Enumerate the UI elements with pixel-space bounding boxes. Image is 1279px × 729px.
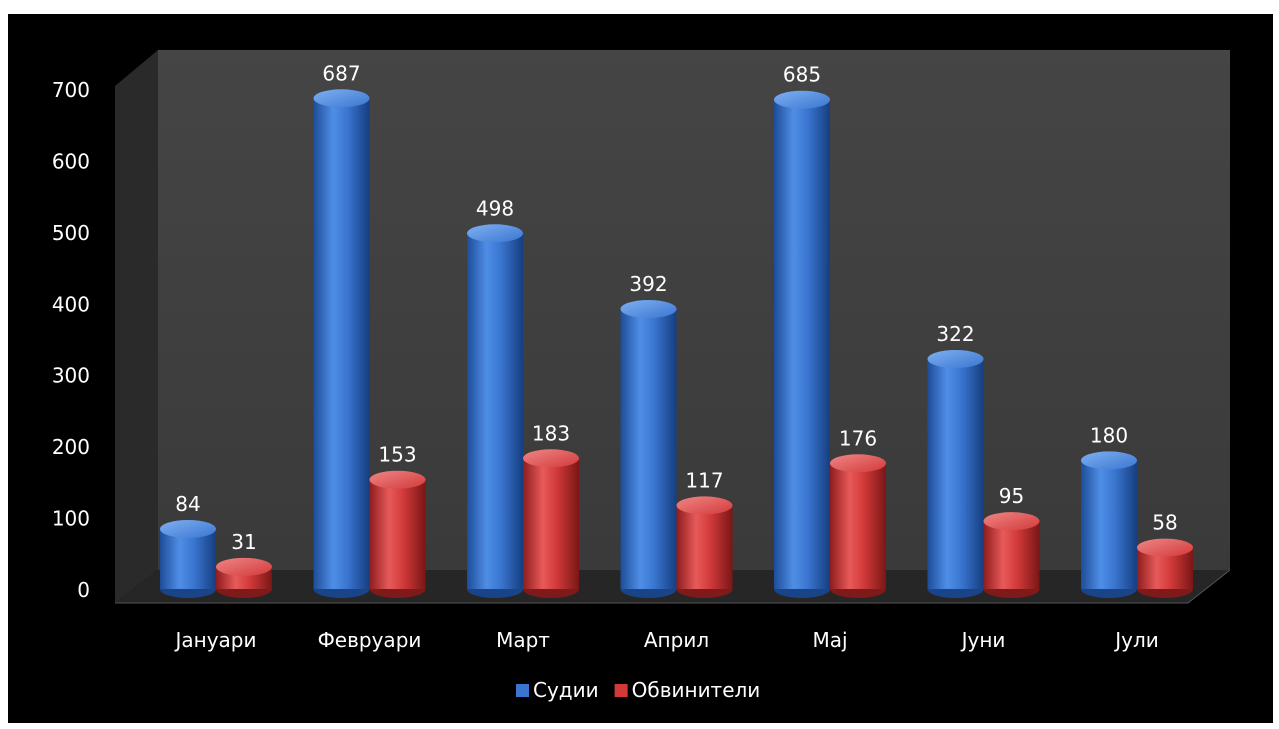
bar-body (983, 521, 1040, 589)
bar-sudii-3: 392 (620, 272, 677, 598)
data-label: 153 (378, 443, 416, 467)
legend-label: Судии (533, 678, 599, 702)
bar-sudii-5: 322 (927, 322, 984, 598)
bar-top (676, 496, 733, 515)
bar-obviniteli-3: 117 (676, 468, 733, 598)
chart-floor-right-edge (1187, 569, 1231, 604)
bar-top (830, 454, 886, 473)
bar-obviniteli-2: 183 (523, 421, 579, 598)
bar-obviniteli-6: 58 (1137, 511, 1193, 598)
x-tick-label: Март (496, 628, 550, 652)
bars: 84 31 687 153 498 183 392 117 685 176 322 95 180 58 (160, 61, 1193, 598)
data-label: 183 (532, 421, 570, 445)
legend-item-1: Обвинители (614, 678, 761, 702)
bar-top (313, 89, 370, 108)
bar-top (620, 300, 677, 318)
bar-body (313, 98, 370, 590)
bar-sudii-0: 84 (160, 492, 216, 598)
bar-top (983, 512, 1040, 531)
y-tick-label: 600 (52, 149, 90, 173)
bar-top (523, 449, 579, 468)
chart-side-wall (115, 50, 158, 603)
bar-top (1081, 451, 1137, 470)
x-tick-label: Февруари (318, 628, 422, 652)
bar-obviniteli-1: 153 (369, 443, 426, 598)
data-label: 322 (936, 322, 974, 346)
legend-label: Обвинители (632, 678, 761, 702)
bar-body (369, 479, 426, 589)
x-tick-label: Јули (1113, 628, 1159, 652)
bar-body (927, 359, 984, 589)
bar-body (620, 309, 677, 589)
y-tick-label: 300 (52, 364, 90, 388)
data-label: 687 (322, 61, 360, 85)
data-label: 685 (783, 63, 821, 87)
legend-item-0: Судии (516, 678, 599, 702)
bar-chart: 0 100 200 300 400 500 600 700 84 31 687 153 498 183 3… (52, 50, 1231, 702)
legend-swatch (614, 684, 628, 697)
y-tick-label: 700 (52, 78, 90, 102)
legend-swatch (516, 684, 529, 697)
bar-sudii-1: 687 (313, 61, 370, 598)
bar-top (1137, 538, 1193, 557)
data-label: 392 (629, 272, 667, 296)
y-tick-label: 200 (52, 435, 90, 459)
y-tick-label: 0 (77, 578, 90, 602)
x-axis: Јануари Февруари Март Април Мај Јуни Јули (173, 628, 1158, 652)
data-label: 95 (999, 484, 1024, 508)
y-tick-label: 100 (52, 507, 90, 531)
bar-top (160, 520, 216, 538)
bar-obviniteli-0: 31 (216, 530, 272, 598)
bar-obviniteli-4: 176 (830, 426, 886, 598)
data-label: 117 (685, 468, 723, 492)
data-label: 31 (231, 530, 256, 554)
bar-body (774, 99, 830, 589)
x-tick-label: Мај (812, 628, 847, 652)
legend: Судии Обвинители (516, 678, 760, 702)
y-axis: 0 100 200 300 400 500 600 700 (52, 78, 90, 602)
bar-sudii-4: 685 (774, 63, 830, 598)
bar-body (676, 505, 733, 589)
bar-body (830, 463, 886, 589)
bar-body (467, 233, 523, 590)
data-label: 58 (1152, 511, 1177, 535)
data-label: 84 (175, 492, 200, 516)
bar-sudii-2: 498 (467, 196, 523, 598)
data-label: 498 (476, 196, 514, 220)
bar-top (216, 557, 272, 576)
bar-top (927, 350, 984, 368)
x-tick-label: Јуни (960, 628, 1006, 652)
y-tick-label: 400 (52, 292, 90, 316)
bar-obviniteli-5: 95 (983, 484, 1040, 598)
x-tick-label: Јануари (173, 628, 256, 652)
bar-body (523, 458, 579, 589)
bar-sudii-6: 180 (1081, 423, 1137, 598)
bar-top (467, 224, 523, 243)
bar-top (369, 470, 426, 489)
data-label: 176 (839, 426, 877, 450)
bar-body (160, 529, 216, 589)
x-tick-label: Април (644, 628, 709, 652)
bar-top (774, 90, 830, 109)
bar-body (1081, 460, 1137, 589)
chart-frame: 0 100 200 300 400 500 600 700 84 31 687 153 498 183 3… (8, 14, 1273, 723)
y-tick-label: 500 (52, 221, 90, 245)
data-label: 180 (1090, 423, 1128, 447)
